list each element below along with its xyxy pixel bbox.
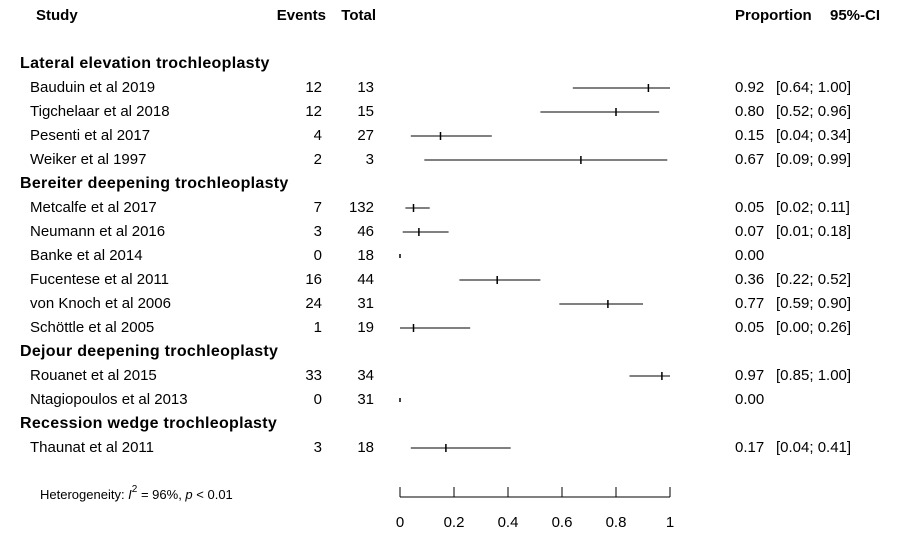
proportion-label: 0.05 (735, 199, 764, 216)
study-name: Tigchelaar et al 2018 (30, 103, 170, 120)
total: 34 (357, 367, 374, 384)
ci-label: [0.01; 0.18] (776, 223, 851, 240)
proportion-label: 0.00 (735, 391, 764, 408)
ci-label: [0.04; 0.34] (776, 127, 851, 144)
het-i: I (128, 487, 132, 502)
total: 18 (357, 247, 374, 264)
header-events: Events (277, 7, 326, 24)
total: 44 (357, 271, 374, 288)
x-tick-label: 0.4 (498, 514, 519, 531)
events: 4 (314, 127, 322, 144)
total: 19 (357, 319, 374, 336)
proportion-label: 0.97 (735, 367, 764, 384)
het-suffix: < 0.01 (193, 487, 233, 502)
study-name: Pesenti et al 2017 (30, 127, 150, 144)
ci-label: [0.04; 0.41] (776, 439, 851, 456)
study-name: Thaunat et al 2011 (30, 439, 154, 456)
events: 1 (314, 319, 322, 336)
proportion-label: 0.05 (735, 319, 764, 336)
group-label: Recession wedge trochleoplasty (20, 415, 277, 432)
events: 2 (314, 151, 322, 168)
total: 3 (366, 151, 374, 168)
x-tick-label: 0.8 (606, 514, 627, 531)
total: 31 (357, 295, 374, 312)
events: 12 (305, 79, 322, 96)
study-name: Ntagiopoulos et al 2013 (30, 391, 188, 408)
study-name: Bauduin et al 2019 (30, 79, 155, 96)
x-tick-label: 0 (396, 514, 404, 531)
x-tick-label: 0.2 (444, 514, 465, 531)
header-ci: 95%-CI (830, 7, 880, 24)
proportion-label: 0.80 (735, 103, 764, 120)
events: 16 (305, 271, 322, 288)
het-sup: 2 (132, 484, 138, 495)
total: 46 (357, 223, 374, 240)
group-label: Dejour deepening trochleoplasty (20, 343, 278, 360)
events: 24 (305, 295, 322, 312)
ci-label: [0.85; 1.00] (776, 367, 851, 384)
proportion-label: 0.67 (735, 151, 764, 168)
proportion-label: 0.15 (735, 127, 764, 144)
group-label: Lateral elevation trochleoplasty (20, 55, 270, 72)
events: 33 (305, 367, 322, 384)
het-p: p (184, 487, 192, 502)
events: 12 (305, 103, 322, 120)
header-proportion: Proportion (735, 7, 812, 24)
group-label: Bereiter deepening trochleoplasty (20, 175, 289, 192)
proportion-label: 0.00 (735, 247, 764, 264)
ci-label: [0.22; 0.52] (776, 271, 851, 288)
events: 7 (314, 199, 322, 216)
heterogeneity: Heterogeneity: I2 = 96%, p < 0.01 (40, 484, 233, 503)
het-prefix: Heterogeneity: (40, 487, 128, 502)
study-name: Neumann et al 2016 (30, 223, 165, 240)
ci-label: [0.52; 0.96] (776, 103, 851, 120)
events: 0 (314, 391, 322, 408)
ci-label: [0.59; 0.90] (776, 295, 851, 312)
study-name: Metcalfe et al 2017 (30, 199, 157, 216)
total: 18 (357, 439, 374, 456)
proportion-label: 0.07 (735, 223, 764, 240)
total: 13 (357, 79, 374, 96)
proportion-label: 0.92 (735, 79, 764, 96)
total: 15 (357, 103, 374, 120)
study-name: Banke et al 2014 (30, 247, 143, 264)
total: 31 (357, 391, 374, 408)
ci-label: [0.09; 0.99] (776, 151, 851, 168)
ci-label: [0.02; 0.11] (776, 199, 850, 216)
header-total: Total (341, 7, 376, 24)
header-study: Study (36, 7, 78, 24)
study-name: Fucentese et al 2011 (30, 271, 169, 288)
proportion-label: 0.17 (735, 439, 764, 456)
ci-label: [0.00; 0.26] (776, 319, 851, 336)
study-name: von Knoch et al 2006 (30, 295, 171, 312)
proportion-label: 0.36 (735, 271, 764, 288)
events: 0 (314, 247, 322, 264)
events: 3 (314, 439, 322, 456)
x-tick-label: 0.6 (552, 514, 573, 531)
ci-label: [0.64; 1.00] (776, 79, 851, 96)
study-name: Rouanet et al 2015 (30, 367, 157, 384)
study-name: Weiker et al 1997 (30, 151, 146, 168)
total: 132 (349, 199, 374, 216)
events: 3 (314, 223, 322, 240)
total: 27 (357, 127, 374, 144)
study-name: Schöttle et al 2005 (30, 319, 154, 336)
het-middle: = 96%, (137, 487, 185, 502)
x-tick-label: 1 (666, 514, 674, 531)
proportion-label: 0.77 (735, 295, 764, 312)
